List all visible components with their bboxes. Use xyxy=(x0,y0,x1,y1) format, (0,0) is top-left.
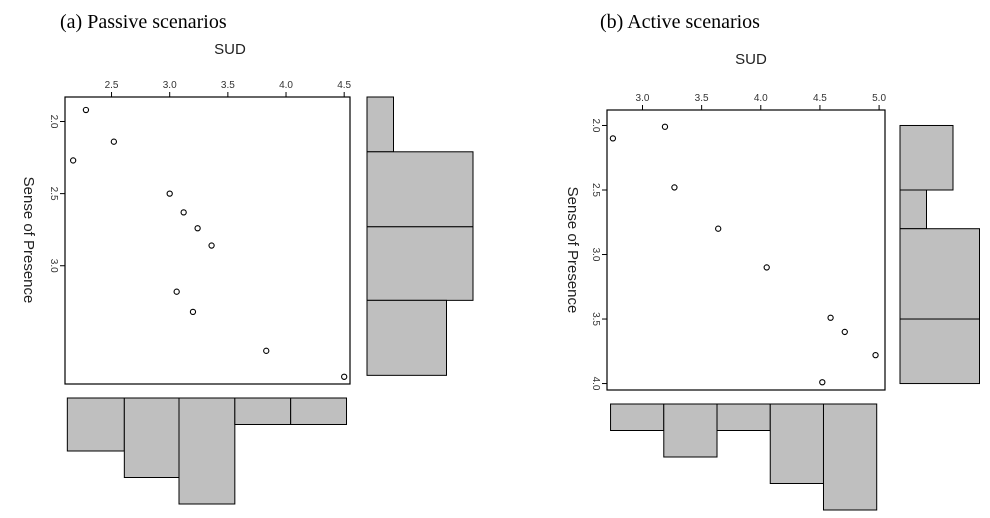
plot-frame xyxy=(64,96,351,385)
x-tick-label: 3.5 xyxy=(695,93,709,104)
x-histogram-bar xyxy=(66,397,125,452)
y-tick-label: 3.0 xyxy=(590,248,601,262)
data-point xyxy=(69,157,77,164)
x-histogram-bar xyxy=(178,397,236,505)
x-tick-label: 5.0 xyxy=(872,93,886,104)
x-tick-label: 4.0 xyxy=(754,93,768,104)
panel-title: (a) Passive scenarios xyxy=(60,11,227,33)
panel-active: (b) Active scenarios SUD Sense of Presence… xyxy=(564,11,980,511)
data-point xyxy=(763,264,770,271)
x-tick-label: 4.5 xyxy=(337,80,351,91)
y-tick-label: 2.5 xyxy=(590,183,601,197)
data-point xyxy=(82,106,90,114)
data-point xyxy=(194,225,201,232)
data-point xyxy=(827,314,834,321)
x-tick-label: 3.0 xyxy=(636,93,650,104)
x-histogram-bar xyxy=(123,397,180,478)
data-point xyxy=(208,242,215,249)
x-tick-label: 4.5 xyxy=(813,93,827,104)
x-histogram-bar xyxy=(822,403,878,511)
x-axis-label: SUD xyxy=(735,51,767,68)
x-histogram-bar xyxy=(234,397,292,425)
x-histogram-bar xyxy=(716,403,771,431)
data-point xyxy=(166,190,173,197)
data-point xyxy=(841,328,848,336)
data-point xyxy=(180,209,187,216)
data-point xyxy=(189,308,197,316)
y-histogram-bar xyxy=(899,318,980,385)
data-point xyxy=(263,347,270,354)
y-histogram-bar xyxy=(366,96,394,153)
y-axis-label: Sense of Presence xyxy=(564,187,581,314)
x-tick-label: 4.0 xyxy=(279,80,293,91)
data-point xyxy=(671,184,678,191)
y-tick-label: 3.0 xyxy=(48,259,59,273)
x-histogram-bar xyxy=(290,397,348,425)
data-point xyxy=(173,288,180,295)
data-point xyxy=(872,352,879,359)
x-tick-label: 2.5 xyxy=(105,80,119,91)
x-histogram-bar xyxy=(769,403,824,484)
data-point xyxy=(819,379,826,386)
data-point xyxy=(609,135,617,142)
y-axis-label: Sense of Presence xyxy=(20,177,37,304)
y-tick-label: 4.0 xyxy=(590,377,601,391)
panel-title: (b) Active scenarios xyxy=(600,11,760,33)
y-histogram-bar xyxy=(366,299,447,376)
data-point xyxy=(341,373,348,380)
data-point xyxy=(110,138,118,145)
y-histogram-bar xyxy=(899,124,954,191)
y-tick-label: 2.0 xyxy=(590,119,601,133)
x-tick-label: 3.5 xyxy=(221,80,235,91)
x-histogram-bar xyxy=(663,403,718,458)
y-tick-label: 2.0 xyxy=(48,115,59,129)
data-point xyxy=(715,225,722,232)
x-tick-label: 3.0 xyxy=(163,80,177,91)
y-tick-label: 3.5 xyxy=(590,312,601,326)
panel-passive: (a) Passive scenarios SUD Sense of Presenc… xyxy=(20,11,474,505)
y-histogram-bar xyxy=(899,228,980,320)
data-point xyxy=(661,123,669,130)
y-histogram-bar xyxy=(366,226,474,301)
x-axis-label: SUD xyxy=(214,41,246,58)
y-histogram-bar xyxy=(366,151,474,228)
y-tick-label: 2.5 xyxy=(48,187,59,201)
plot-frame xyxy=(606,109,886,391)
y-histogram-bar xyxy=(899,189,927,230)
x-histogram-bar xyxy=(610,403,665,431)
